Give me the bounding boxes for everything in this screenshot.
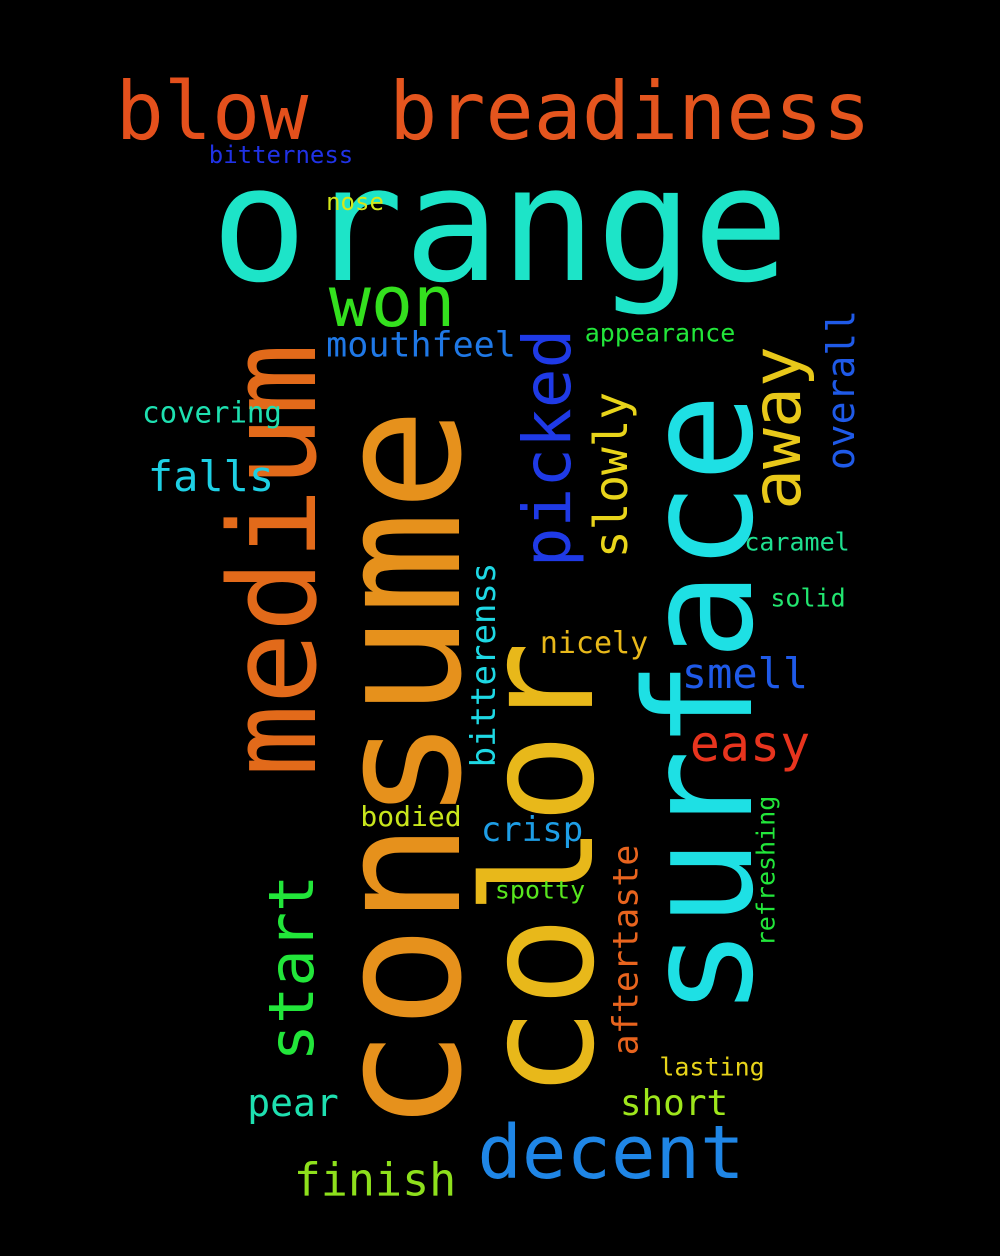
word-breadiness: breadiness <box>389 65 871 158</box>
word-spotty: spotty <box>494 875 586 905</box>
word-refreshing: refreshing <box>751 795 781 947</box>
word-nicely: nicely <box>539 626 649 661</box>
word-caramel: caramel <box>744 527 850 557</box>
word-mouthfeel: mouthfeel <box>326 325 516 366</box>
word-aftertaste: aftertaste <box>606 844 647 1056</box>
word-nose: nose <box>326 188 384 216</box>
word-short: short <box>619 1083 729 1124</box>
word-finish: finish <box>293 1153 457 1207</box>
word-falls: falls <box>147 452 275 501</box>
word-won: won <box>328 261 456 343</box>
word-crisp: crisp <box>480 810 584 850</box>
word-orange: orange <box>211 131 789 318</box>
word-solid: solid <box>770 583 846 613</box>
word-bodied: bodied <box>360 800 462 833</box>
word-lasting: lasting <box>659 1052 765 1082</box>
word-picked: picked <box>509 328 586 568</box>
word-bitterenss: bitterenss <box>464 562 504 768</box>
word-away: away <box>738 346 817 510</box>
word-smell: smell <box>681 649 809 698</box>
word-appearance: appearance <box>584 318 736 348</box>
word-covering: covering <box>142 395 282 430</box>
word-pear: pear <box>247 1081 339 1125</box>
word-decent: decent <box>477 1110 745 1196</box>
word-bitterness: bitterness <box>208 141 354 169</box>
word-overall: overall <box>819 309 863 471</box>
word-start: start <box>255 874 328 1062</box>
word-slowly: slowly <box>584 391 638 559</box>
word-easy: easy <box>689 715 811 773</box>
word-blow: blow <box>115 65 309 158</box>
